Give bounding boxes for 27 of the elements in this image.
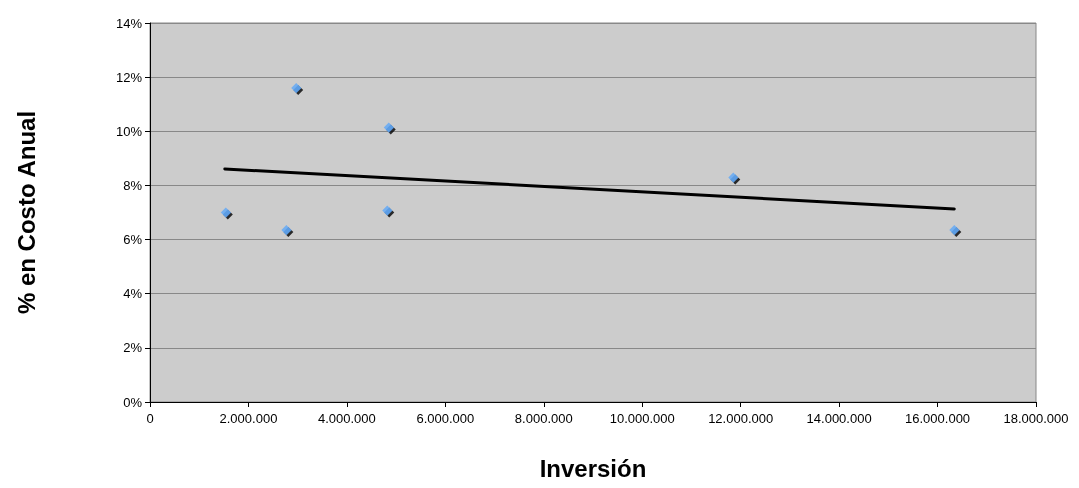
y-tick-label: 14% bbox=[115, 15, 143, 31]
point bbox=[281, 225, 292, 236]
y-tick-label: 2% bbox=[123, 340, 143, 356]
y-tick-label: 8% bbox=[123, 177, 143, 193]
point bbox=[382, 205, 393, 216]
y-tick-label: 0% bbox=[123, 394, 143, 410]
x-tick-label: 4.000.000 bbox=[317, 411, 376, 426]
x-tick-label: 10.000.000 bbox=[609, 411, 675, 426]
x-tick-label: 0 bbox=[146, 411, 154, 426]
x-tick-label: 8.000.000 bbox=[514, 411, 573, 426]
point bbox=[949, 225, 960, 236]
point bbox=[291, 82, 302, 93]
point bbox=[220, 207, 231, 218]
y-tick-label: 12% bbox=[115, 69, 143, 85]
x-tick-label: 14.000.000 bbox=[806, 411, 872, 426]
y-tick-label: 10% bbox=[115, 123, 143, 139]
x-tick-label: 12.000.000 bbox=[708, 411, 774, 426]
y-tick-label: 4% bbox=[123, 286, 143, 302]
x-tick-label: 16.000.000 bbox=[905, 411, 971, 426]
point bbox=[728, 172, 739, 183]
y-tick-label: 6% bbox=[123, 232, 143, 248]
x-tick-label: 18.000.000 bbox=[1003, 411, 1069, 426]
x-tick-label: 6.000.000 bbox=[416, 411, 475, 426]
point bbox=[383, 122, 394, 133]
x-axis-title: Inversión bbox=[539, 454, 647, 482]
y-axis-title: % en Costo Anual bbox=[12, 110, 40, 315]
x-tick-label: 2.000.000 bbox=[219, 411, 278, 426]
